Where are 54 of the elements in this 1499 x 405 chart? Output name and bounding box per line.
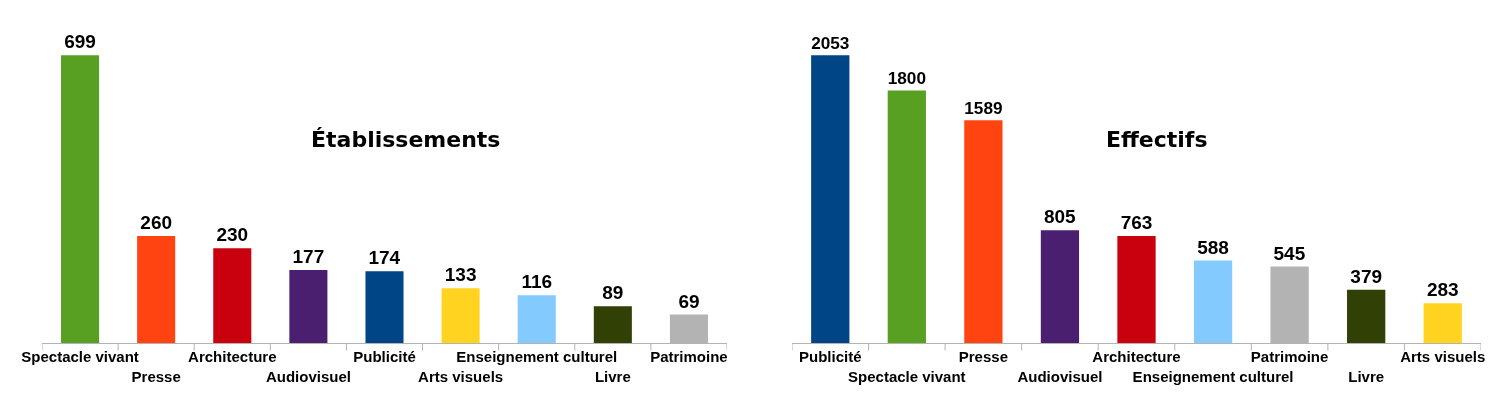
data-label: 545 xyxy=(1273,242,1306,264)
bar xyxy=(1193,260,1233,343)
data-label: 588 xyxy=(1197,236,1229,258)
bar xyxy=(61,55,100,343)
x-tick-label: Publicité xyxy=(353,348,416,365)
data-label: 283 xyxy=(1426,279,1459,301)
x-tick-label: Presse xyxy=(131,367,181,385)
bar xyxy=(441,288,480,343)
bar xyxy=(1040,230,1080,343)
x-tick-label: Publicité xyxy=(799,348,862,365)
bar xyxy=(1423,303,1462,343)
data-label: 699 xyxy=(64,31,96,53)
x-tick-label: Architecture xyxy=(1092,348,1181,365)
data-label: 805 xyxy=(1043,206,1077,228)
x-tick-label: Audiovisuel xyxy=(1017,367,1103,385)
text: Effectifs xyxy=(1106,127,1208,152)
text: Établissements xyxy=(311,127,501,152)
bar xyxy=(593,306,632,343)
x-tick-label: Enseignement culturel xyxy=(1132,367,1294,385)
data-label: 116 xyxy=(521,271,553,293)
data-label: 2053 xyxy=(811,32,850,53)
data-label: 177 xyxy=(292,246,325,268)
data-label: 69 xyxy=(678,290,700,312)
x-tick-label: Patrimoine xyxy=(650,348,728,365)
data-label: 1800 xyxy=(887,68,926,88)
bar xyxy=(289,270,328,343)
x-tick-label: Spectacle vivant xyxy=(21,348,139,365)
x-tick-label: Livre xyxy=(1348,367,1385,385)
x-tick-label: Presse xyxy=(958,348,1008,365)
x-tick-label: Patrimoine xyxy=(1250,348,1329,365)
data-label: 763 xyxy=(1120,212,1153,234)
bar xyxy=(887,90,926,343)
x-tick-label: Architecture xyxy=(188,348,277,365)
data-label: 174 xyxy=(368,247,401,269)
data-label: 230 xyxy=(216,224,249,246)
bar xyxy=(517,295,556,343)
data-label: 89 xyxy=(602,282,624,304)
bar xyxy=(964,120,1003,343)
bar xyxy=(365,271,404,343)
x-tick-label: Audiovisuel xyxy=(265,367,351,385)
x-tick-label: Livre xyxy=(594,367,631,385)
data-label: 260 xyxy=(140,211,173,233)
x-tick-label: Enseignement culturel xyxy=(456,348,618,365)
bar xyxy=(811,55,850,343)
x-tick-label: Spectacle vivant xyxy=(848,367,966,385)
data-label: 379 xyxy=(1350,265,1383,287)
x-tick-label: Arts visuels xyxy=(418,367,504,385)
bar xyxy=(137,235,176,343)
bar xyxy=(213,248,252,343)
bar xyxy=(1347,289,1386,343)
data-label: 1589 xyxy=(964,97,1003,118)
bar xyxy=(1117,236,1156,343)
data-label: 133 xyxy=(444,264,477,286)
x-tick-label: Arts visuels xyxy=(1400,348,1486,365)
